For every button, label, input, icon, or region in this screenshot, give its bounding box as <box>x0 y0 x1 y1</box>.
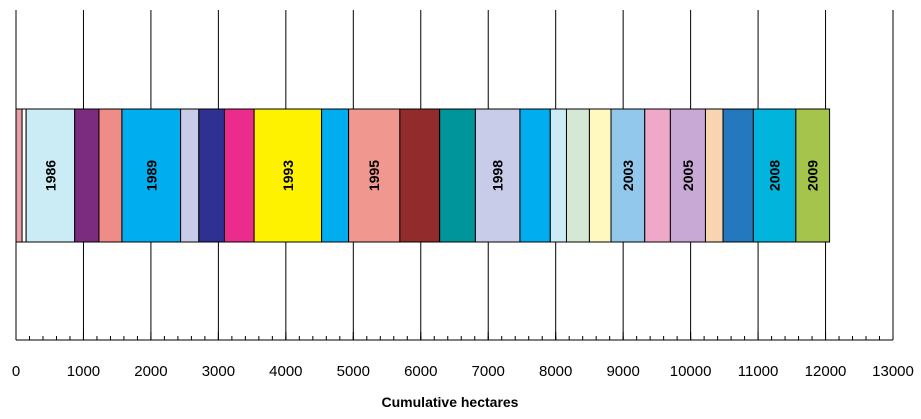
bar-segment <box>198 108 225 243</box>
x-tick-label: 3000 <box>202 363 235 380</box>
bar-segment <box>180 108 200 243</box>
bar-segment <box>704 108 724 243</box>
bar-segment <box>399 108 441 243</box>
segment-label: 1986 <box>42 160 58 191</box>
x-tick-label: 13000 <box>872 363 914 380</box>
x-tick-label: 12000 <box>805 363 847 380</box>
x-tick-label: 1000 <box>67 363 100 380</box>
segment-label: 2009 <box>805 160 821 191</box>
bar-segment <box>321 108 350 243</box>
x-tick-label: 9000 <box>606 363 639 380</box>
bar-segment <box>588 108 612 243</box>
x-tick-label: 5000 <box>337 363 370 380</box>
bar-segment <box>74 108 100 243</box>
bar-segment <box>795 108 831 243</box>
bar-segment <box>610 108 646 243</box>
x-axis-title: Cumulative hectares <box>382 394 519 410</box>
segment-label: 1993 <box>280 160 296 191</box>
bar-segment <box>253 108 323 243</box>
bar-segment <box>669 108 706 243</box>
bar-segment <box>722 108 754 243</box>
segment-label: 1995 <box>366 160 382 191</box>
bar-segment <box>519 108 551 243</box>
x-axis: 0 1000 2000 3000 4000 5000 6000 7000 8000 9000 100… <box>12 332 914 380</box>
segment-label: 2005 <box>680 160 696 191</box>
x-tick-label: 2000 <box>134 363 167 380</box>
segment-label: 2003 <box>620 160 636 191</box>
segment-label: 1989 <box>143 160 159 191</box>
segment-label: 1998 <box>490 160 506 191</box>
bar-segment <box>21 108 27 243</box>
x-tick-label: 11000 <box>738 363 779 380</box>
x-tick-label: 6000 <box>404 363 437 380</box>
bar-segment <box>439 108 476 243</box>
bar-segment <box>98 108 123 243</box>
bar-segment <box>565 108 590 243</box>
x-tick-label: 10000 <box>670 363 712 380</box>
x-tick-label: 8000 <box>539 363 572 380</box>
bar-segment <box>752 108 797 243</box>
x-tick-label: 7000 <box>472 363 505 380</box>
bar-segment <box>15 108 23 243</box>
x-tick-label: 0 <box>12 363 20 380</box>
x-tick-label: 4000 <box>269 363 302 380</box>
bar-segment <box>644 108 671 243</box>
bar-segments: 1986 1989 1993 1995 1998 2003 2005 2008 2009 <box>15 108 831 243</box>
bar-segment <box>549 108 567 243</box>
segment-label: 2008 <box>767 160 783 191</box>
bar-segment <box>223 108 255 243</box>
